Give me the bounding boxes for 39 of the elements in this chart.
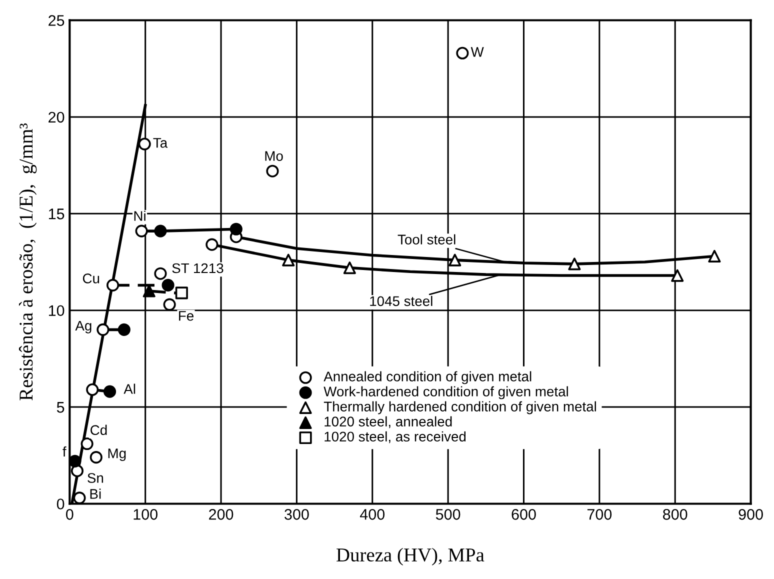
y-tick-label: 15: [48, 208, 64, 220]
annotation: ST 1213: [172, 263, 224, 274]
x-tick-label: 700: [587, 508, 612, 520]
annotation: Tool steel: [398, 234, 456, 244]
legend-label: 1020 steel, as received: [324, 431, 466, 444]
annotation: Fe: [179, 311, 194, 321]
annotation: Bi: [90, 488, 101, 499]
x-tick-label: 800: [663, 508, 688, 520]
y-tick-label: 20: [48, 112, 64, 123]
legend-label: 1020 steel, annealed: [324, 416, 452, 428]
annotation: Cd: [90, 424, 107, 436]
x-tick-label: 500: [436, 508, 460, 520]
x-tick-label: 600: [512, 508, 536, 520]
legend-label: Thermally hardened condition of given metal: [324, 401, 596, 414]
x-tick-label: 400: [360, 508, 385, 520]
y-tick-label: 10: [48, 305, 64, 316]
y-tick-label: 25: [48, 15, 64, 26]
y-axis-title: Resistência à erosão, (1/E), g/mm³: [18, 123, 37, 400]
x-tick-label: 300: [284, 508, 309, 520]
annotation: W: [470, 47, 484, 57]
annotation: Ni: [134, 210, 146, 221]
legend-label: Work-hardened condition of given metal: [324, 386, 568, 400]
x-tick-label: 0: [66, 508, 74, 520]
annotation: Mo: [265, 151, 283, 161]
annotation: Ag: [75, 320, 92, 334]
x-tick-label: 200: [209, 508, 234, 520]
annotation: Mg: [108, 448, 126, 462]
x-axis-title: Dureza (HV), MPa: [336, 548, 484, 566]
y-tick-label: 0: [56, 498, 64, 510]
annotation: Sn: [88, 473, 104, 483]
annotation: Al: [124, 384, 136, 394]
legend-label: Annealed condition of given metal: [324, 371, 532, 384]
x-tick-label: 100: [134, 508, 158, 520]
y-tick-label: 5: [56, 402, 64, 413]
annotation: f: [62, 446, 66, 456]
annotation: Cu: [82, 274, 100, 284]
annotation: 1045 steel: [370, 296, 432, 306]
x-tick-label: 900: [738, 508, 763, 520]
annotation: Ta: [153, 138, 168, 148]
